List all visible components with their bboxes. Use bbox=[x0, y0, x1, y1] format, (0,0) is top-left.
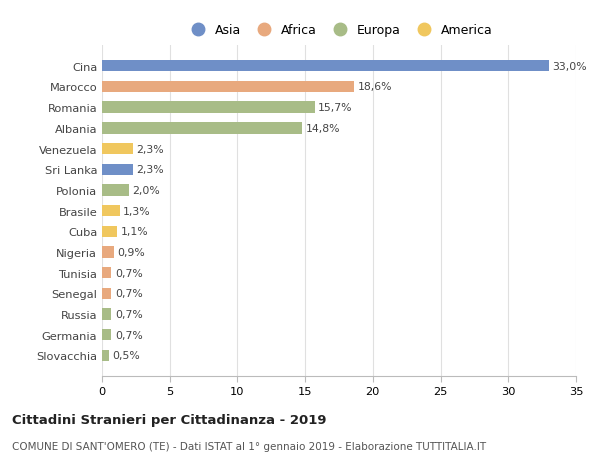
Text: 15,7%: 15,7% bbox=[318, 103, 353, 113]
Bar bbox=[102, 226, 117, 237]
Bar bbox=[102, 185, 129, 196]
Text: 0,7%: 0,7% bbox=[115, 330, 143, 340]
Text: 0,7%: 0,7% bbox=[115, 289, 143, 299]
Text: 1,3%: 1,3% bbox=[123, 206, 151, 216]
Bar bbox=[102, 206, 119, 217]
Bar bbox=[102, 102, 314, 113]
Bar bbox=[102, 164, 133, 175]
Bar bbox=[102, 309, 112, 320]
Text: Cittadini Stranieri per Cittadinanza - 2019: Cittadini Stranieri per Cittadinanza - 2… bbox=[12, 413, 326, 426]
Text: 2,3%: 2,3% bbox=[137, 144, 164, 154]
Bar bbox=[102, 350, 109, 361]
Bar bbox=[102, 330, 112, 341]
Text: 18,6%: 18,6% bbox=[357, 82, 392, 92]
Text: 14,8%: 14,8% bbox=[306, 123, 340, 134]
Text: 2,0%: 2,0% bbox=[133, 185, 160, 196]
Text: 0,9%: 0,9% bbox=[118, 247, 145, 257]
Bar bbox=[102, 288, 112, 299]
Legend: Asia, Africa, Europa, America: Asia, Africa, Europa, America bbox=[180, 19, 498, 42]
Bar bbox=[102, 61, 549, 72]
Text: 0,7%: 0,7% bbox=[115, 268, 143, 278]
Text: 1,1%: 1,1% bbox=[120, 227, 148, 237]
Text: 2,3%: 2,3% bbox=[137, 165, 164, 175]
Text: COMUNE DI SANT'OMERO (TE) - Dati ISTAT al 1° gennaio 2019 - Elaborazione TUTTITA: COMUNE DI SANT'OMERO (TE) - Dati ISTAT a… bbox=[12, 441, 486, 451]
Text: 0,5%: 0,5% bbox=[112, 351, 140, 361]
Bar bbox=[102, 268, 112, 279]
Bar bbox=[102, 82, 354, 93]
Text: 0,7%: 0,7% bbox=[115, 309, 143, 319]
Bar bbox=[102, 144, 133, 155]
Bar bbox=[102, 247, 114, 258]
Text: 33,0%: 33,0% bbox=[553, 62, 587, 72]
Bar bbox=[102, 123, 302, 134]
